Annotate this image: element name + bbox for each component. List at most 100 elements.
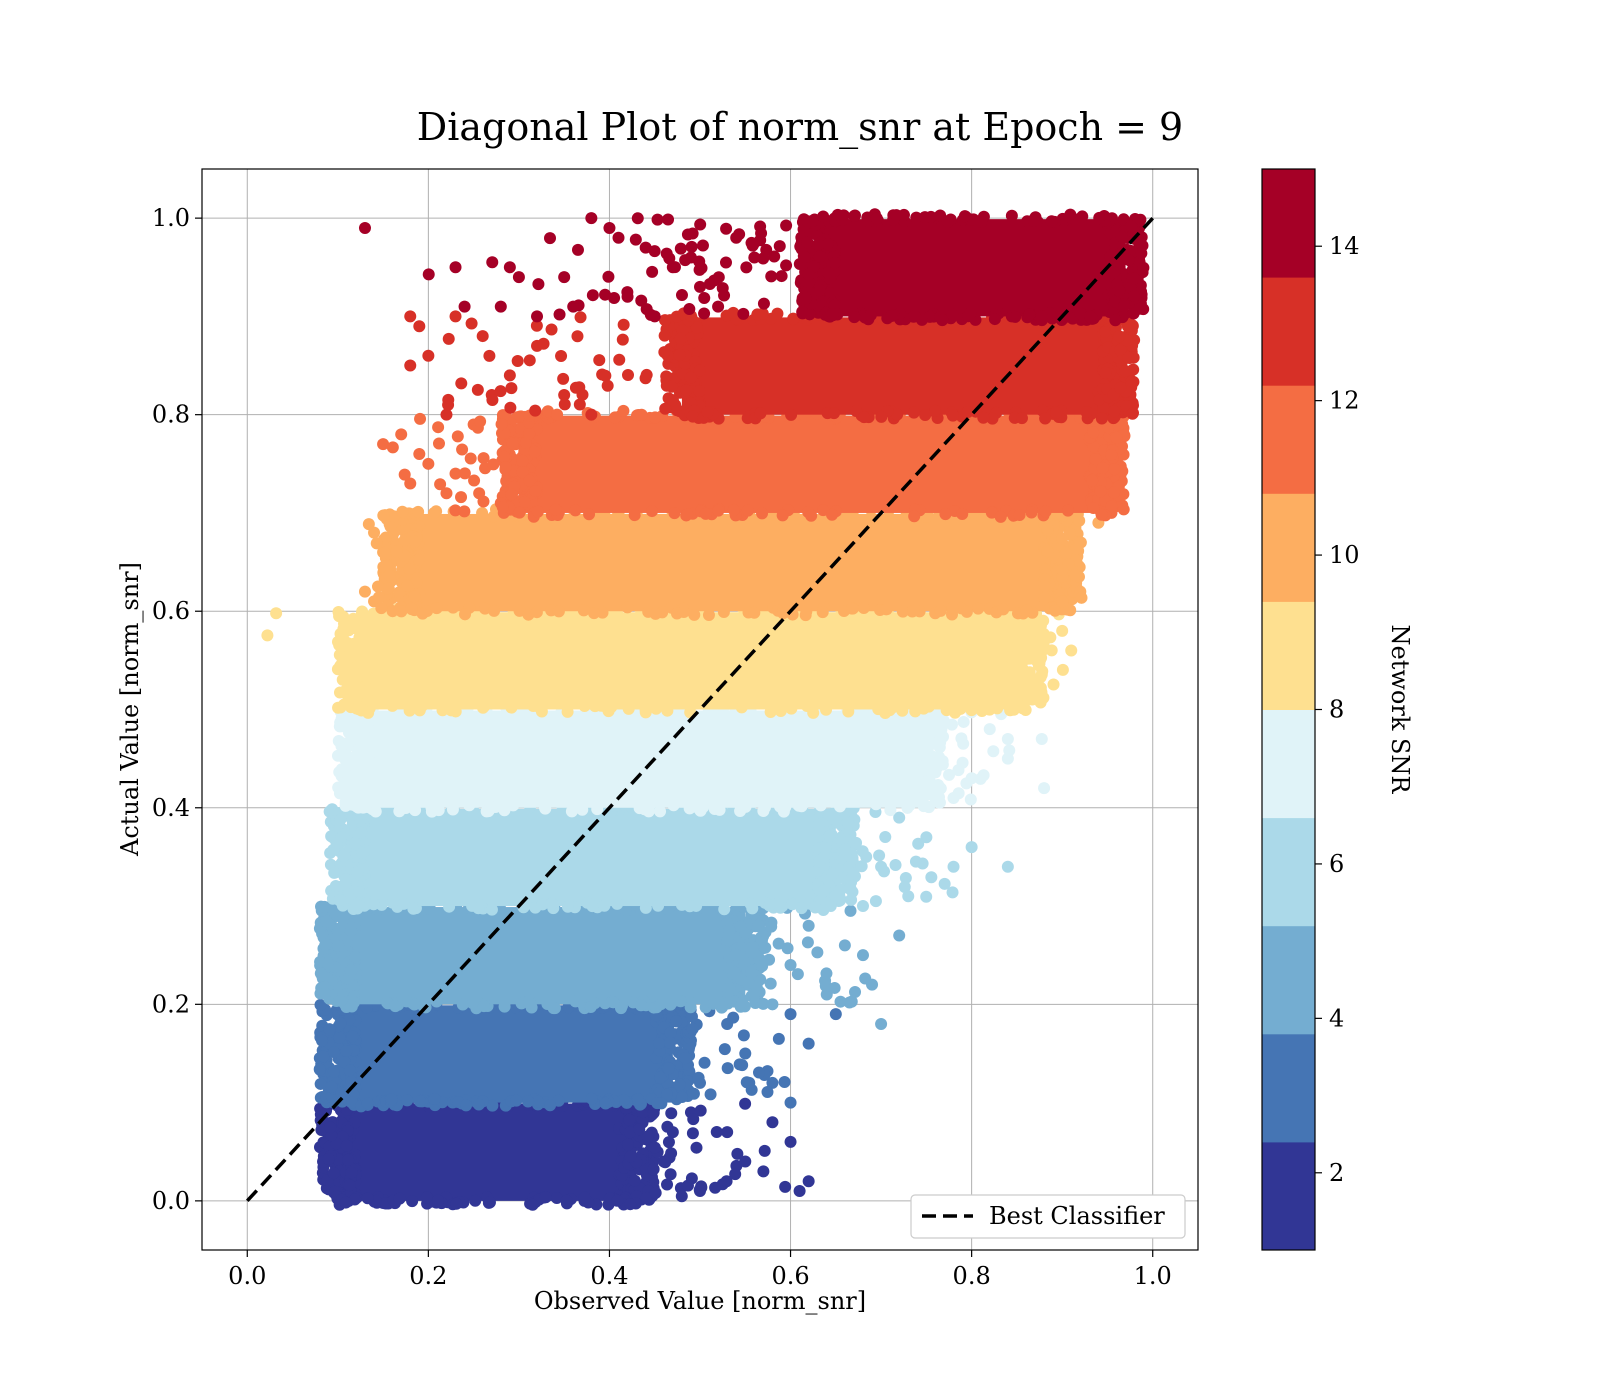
scatter-point [670,1015,683,1028]
scatter-point [408,590,421,603]
scatter-point [371,580,384,593]
scatter-point [903,753,916,766]
scatter-point [686,410,699,423]
scatter-point [401,1094,414,1107]
scatter-point [741,504,754,517]
scatter-point [638,803,651,816]
scatter-point [817,903,830,916]
scatter-point [890,209,903,222]
scatter-point [781,942,794,955]
scatter-point [596,606,609,619]
scatter-point [961,406,974,419]
scatter-point [613,353,626,366]
scatter-point [485,903,498,916]
scatter-point [1019,667,1032,680]
scatter-point [607,996,620,1009]
scatter-point [651,1097,664,1110]
scatter-point [343,726,356,739]
scatter-point [716,282,729,295]
scatter-point [362,518,375,531]
scatter-point [346,1030,359,1043]
scatter-point [503,369,516,382]
snr-band-7 [358,503,1105,622]
scatter-point [802,919,815,932]
scatter-point [929,404,942,417]
scatter-point [692,1071,705,1084]
scatter-point [343,1013,356,1026]
scatter-point [704,1088,717,1101]
y-tick-label: 0.4 [152,794,190,822]
colorbar-tick-label: 14 [1329,232,1360,260]
scatter-point [583,508,596,521]
scatter-point [972,602,985,615]
scatter-point [427,507,440,520]
scatter-point [1001,693,1014,706]
scatter-point [1099,366,1112,379]
scatter-point [896,704,909,717]
scatter-point [768,250,781,263]
scatter-point [779,1180,792,1193]
scatter-point [920,890,933,903]
scatter-point [584,1001,597,1014]
scatter-point [787,312,800,325]
colorbar: 2 4 6 8 10 12 14 [1261,168,1360,1251]
scatter-point [1074,536,1087,549]
band-core [681,317,1117,415]
scatter-point [432,421,445,434]
scatter-point [1056,595,1069,608]
scatter-point [599,369,612,382]
scatter-point [367,648,380,661]
scatter-point [811,946,824,959]
scatter-point [603,221,616,234]
scatter-point [913,746,926,759]
scatter-point [1035,733,1048,746]
scatter-point [775,270,788,283]
scatter-point [780,259,793,272]
scatter-point [339,1196,352,1209]
scatter-point [504,401,517,414]
scatter-point [611,897,624,910]
scatter-point [807,214,820,227]
scatter-point [577,604,590,617]
scatter-point [362,736,375,749]
scatter-point [1073,514,1086,527]
scatter-point [736,1059,749,1072]
colorbar-tick-label: 2 [1329,1159,1344,1187]
scatter-point [879,831,892,844]
scatter-point [1019,619,1032,632]
scatter-point [780,219,793,232]
scatter-point [571,330,584,343]
scatter-point [345,1166,358,1179]
scatter-point [1055,314,1068,327]
scatter-point [505,701,518,714]
scatter-point [316,1034,329,1047]
scatter-point [486,256,499,269]
scatter-point [1061,504,1074,517]
scatter-point [480,805,493,818]
scatter-point [649,607,662,620]
scatter-point [611,1194,624,1207]
y-tick-label: 1.0 [152,204,190,232]
scatter-point [472,902,485,915]
scatter-point [736,996,749,1009]
scatter-point [660,1088,673,1101]
scatter-point [821,266,834,279]
scatter-point [320,915,333,928]
scatter-point [455,491,468,504]
scatter-point [946,601,959,614]
scatter-point [458,300,471,313]
scatter-point [1005,209,1018,222]
scatter-point [496,501,509,514]
scatter-point [522,1095,535,1108]
scatter-point [416,699,429,712]
scatter-point [795,902,808,915]
scatter-point [1021,648,1034,661]
scatter-point [1086,474,1099,487]
scatter-point [464,452,477,465]
scatter-point [740,261,753,274]
scatter-point [561,900,574,913]
scatter-point [654,1071,667,1084]
scatter-point [720,222,733,235]
scatter-point [1019,703,1032,716]
scatter-point [765,270,778,283]
